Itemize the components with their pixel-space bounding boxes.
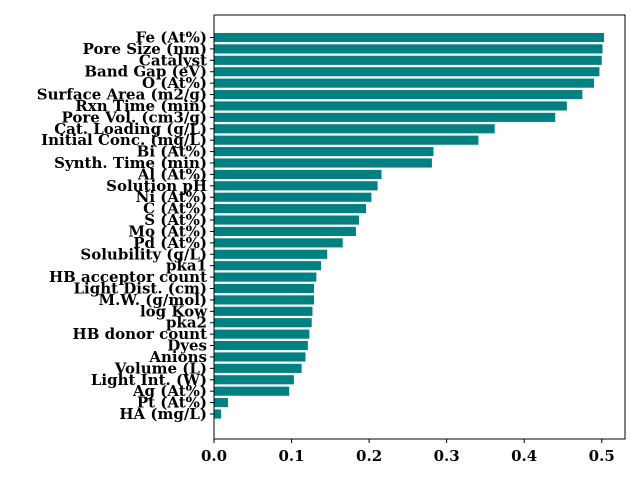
x-tick-label: 0.2 <box>356 447 382 465</box>
y-tick-label: Synth. Time (min) <box>54 154 207 172</box>
y-tick-label: Solution pH <box>106 177 207 195</box>
bar-29 <box>214 363 302 373</box>
bar-27 <box>214 340 308 351</box>
bar-16 <box>214 215 360 225</box>
x-tick-label: 0.0 <box>201 447 227 465</box>
y-tick-label: Fe (At%) <box>136 29 207 47</box>
y-tick-label: Pore Size (nm) <box>83 40 207 58</box>
y-tick-label: Pore Vol. (cm3/g) <box>61 108 207 126</box>
x-tick-label: 0.5 <box>589 447 615 465</box>
bar-12 <box>214 169 382 179</box>
y-tick-label: Pd (At%) <box>133 234 207 252</box>
bar-32 <box>214 398 228 408</box>
y-tick-label: HB donor count <box>73 325 208 343</box>
y-tick-label: Surface Area (m2/g) <box>37 86 207 104</box>
y-tick-label: Ni (At%) <box>136 188 207 206</box>
bar-4 <box>214 78 594 88</box>
bar-5 <box>214 89 583 100</box>
x-tick-label: 0.3 <box>434 447 460 465</box>
x-tick-label: 0.4 <box>511 447 537 465</box>
bar-17 <box>214 226 356 237</box>
bar-0 <box>214 32 605 43</box>
bar-28 <box>214 352 306 362</box>
bar-26 <box>214 329 310 339</box>
y-tick-label: M.W. (g/mol) <box>98 291 207 309</box>
bar-15 <box>214 204 366 214</box>
bar-13 <box>214 181 378 191</box>
bar-8 <box>214 124 495 134</box>
y-tick-label: Band Gap (eV) <box>84 63 207 81</box>
bar-14 <box>214 192 372 202</box>
y-tick-label: Anions <box>148 348 207 366</box>
bar-31 <box>214 386 290 396</box>
x-tick-label: 0.1 <box>278 447 304 465</box>
bar-22 <box>214 283 315 294</box>
y-tick-label: Light Int. (W) <box>91 371 207 389</box>
y-tick-label: Catalyst <box>139 51 207 69</box>
bar-9 <box>214 135 479 145</box>
bar-19 <box>214 249 328 259</box>
y-tick-label: Solubility (g/L) <box>80 245 207 263</box>
bar-3 <box>214 67 600 77</box>
y-tick-label: Volume (L) <box>114 359 207 377</box>
bar-30 <box>214 375 294 385</box>
y-tick-label: Dyes <box>167 337 207 355</box>
y-tick-label: Bi (At%) <box>137 143 207 161</box>
bar-24 <box>214 306 313 316</box>
bars <box>214 32 605 419</box>
bar-11 <box>214 158 432 168</box>
y-tick-label: Light Dist. (cm) <box>73 280 207 298</box>
y-tick-label: O (At%) <box>142 74 207 92</box>
bar-7 <box>214 112 556 122</box>
bar-10 <box>214 147 434 157</box>
y-tick-label: Pt (At%) <box>137 394 207 412</box>
bar-6 <box>214 101 567 111</box>
y-tick-label: Al (At%) <box>137 165 207 183</box>
bar-2 <box>214 55 602 65</box>
bar-20 <box>214 261 322 271</box>
y-tick-label: log Kow <box>140 302 208 320</box>
bar-18 <box>214 238 343 248</box>
bar-23 <box>214 295 315 305</box>
y-tick-label: Cat. Loading (g/L) <box>54 120 207 138</box>
y-tick-label: Mo (At%) <box>128 222 207 240</box>
plot-frame <box>213 14 626 440</box>
y-tick-label: Initial Conc. (mg/L) <box>41 131 207 149</box>
y-tick-label: C (At%) <box>143 200 207 218</box>
bar-33 <box>214 409 221 419</box>
y-tick-label: S (At%) <box>144 211 207 229</box>
y-tick-label: pka1 <box>166 257 207 275</box>
bar-25 <box>214 318 312 328</box>
y-tick-label: Rxn Time (min) <box>75 97 207 115</box>
y-tick-label: HA (mg/L) <box>119 405 207 423</box>
bar-1 <box>214 44 603 54</box>
y-tick-label: HB acceptor count <box>49 268 207 286</box>
x-ticks: 0.0 0.1 0.2 0.3 0.4 0.5 <box>201 439 615 465</box>
bar-21 <box>214 272 317 282</box>
y-tick-label: pka2 <box>166 314 207 332</box>
y-tick-label: Ag (At%) <box>132 382 207 400</box>
